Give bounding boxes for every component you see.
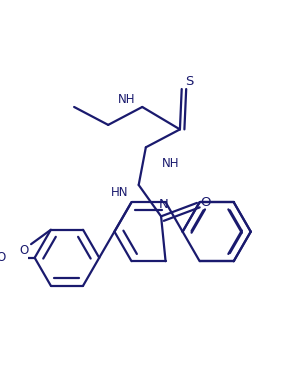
Text: NH: NH [118, 93, 135, 106]
Text: N: N [159, 198, 169, 211]
Text: NH: NH [162, 157, 179, 170]
Text: O: O [0, 251, 6, 264]
Text: O: O [19, 244, 29, 257]
Text: S: S [185, 75, 194, 88]
Text: HN: HN [110, 186, 128, 198]
Text: O: O [201, 196, 211, 209]
